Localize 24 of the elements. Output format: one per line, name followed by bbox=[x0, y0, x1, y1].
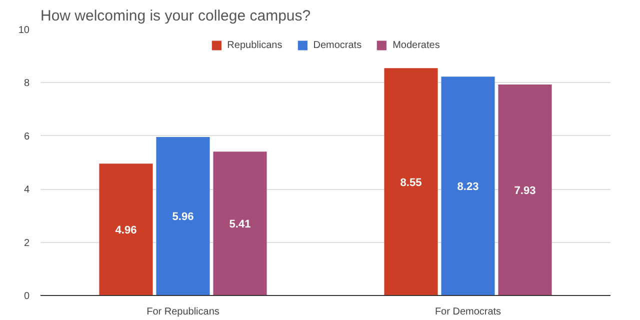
bar bbox=[384, 68, 438, 296]
bar bbox=[156, 136, 210, 296]
data-label: 5.41 bbox=[229, 218, 251, 231]
bar bbox=[498, 84, 552, 296]
chart-title: How welcoming is your college campus? bbox=[40, 8, 311, 24]
y-tick-label: 8 bbox=[24, 78, 30, 90]
y-tick-label: 2 bbox=[24, 238, 30, 249]
data-label: 8.55 bbox=[400, 176, 422, 189]
y-tick-label: 4 bbox=[24, 184, 30, 196]
legend-label: Moderates bbox=[392, 40, 440, 50]
bar bbox=[213, 152, 267, 296]
legend-label: Democrats bbox=[313, 40, 362, 50]
x-tick-label: For Republicans bbox=[146, 306, 220, 318]
bar bbox=[441, 76, 495, 296]
data-label: 8.23 bbox=[457, 181, 479, 194]
data-label: 5.96 bbox=[172, 211, 194, 224]
legend-label: Republicans bbox=[227, 40, 282, 50]
x-tick-label: For Democrats bbox=[434, 306, 502, 318]
data-label: 4.96 bbox=[115, 224, 137, 237]
y-tick-label: 10 bbox=[18, 25, 30, 36]
data-label: 7.93 bbox=[514, 185, 536, 198]
bar bbox=[99, 164, 153, 296]
y-tick-label: 6 bbox=[24, 131, 30, 142]
y-tick-label: 0 bbox=[24, 291, 30, 302]
